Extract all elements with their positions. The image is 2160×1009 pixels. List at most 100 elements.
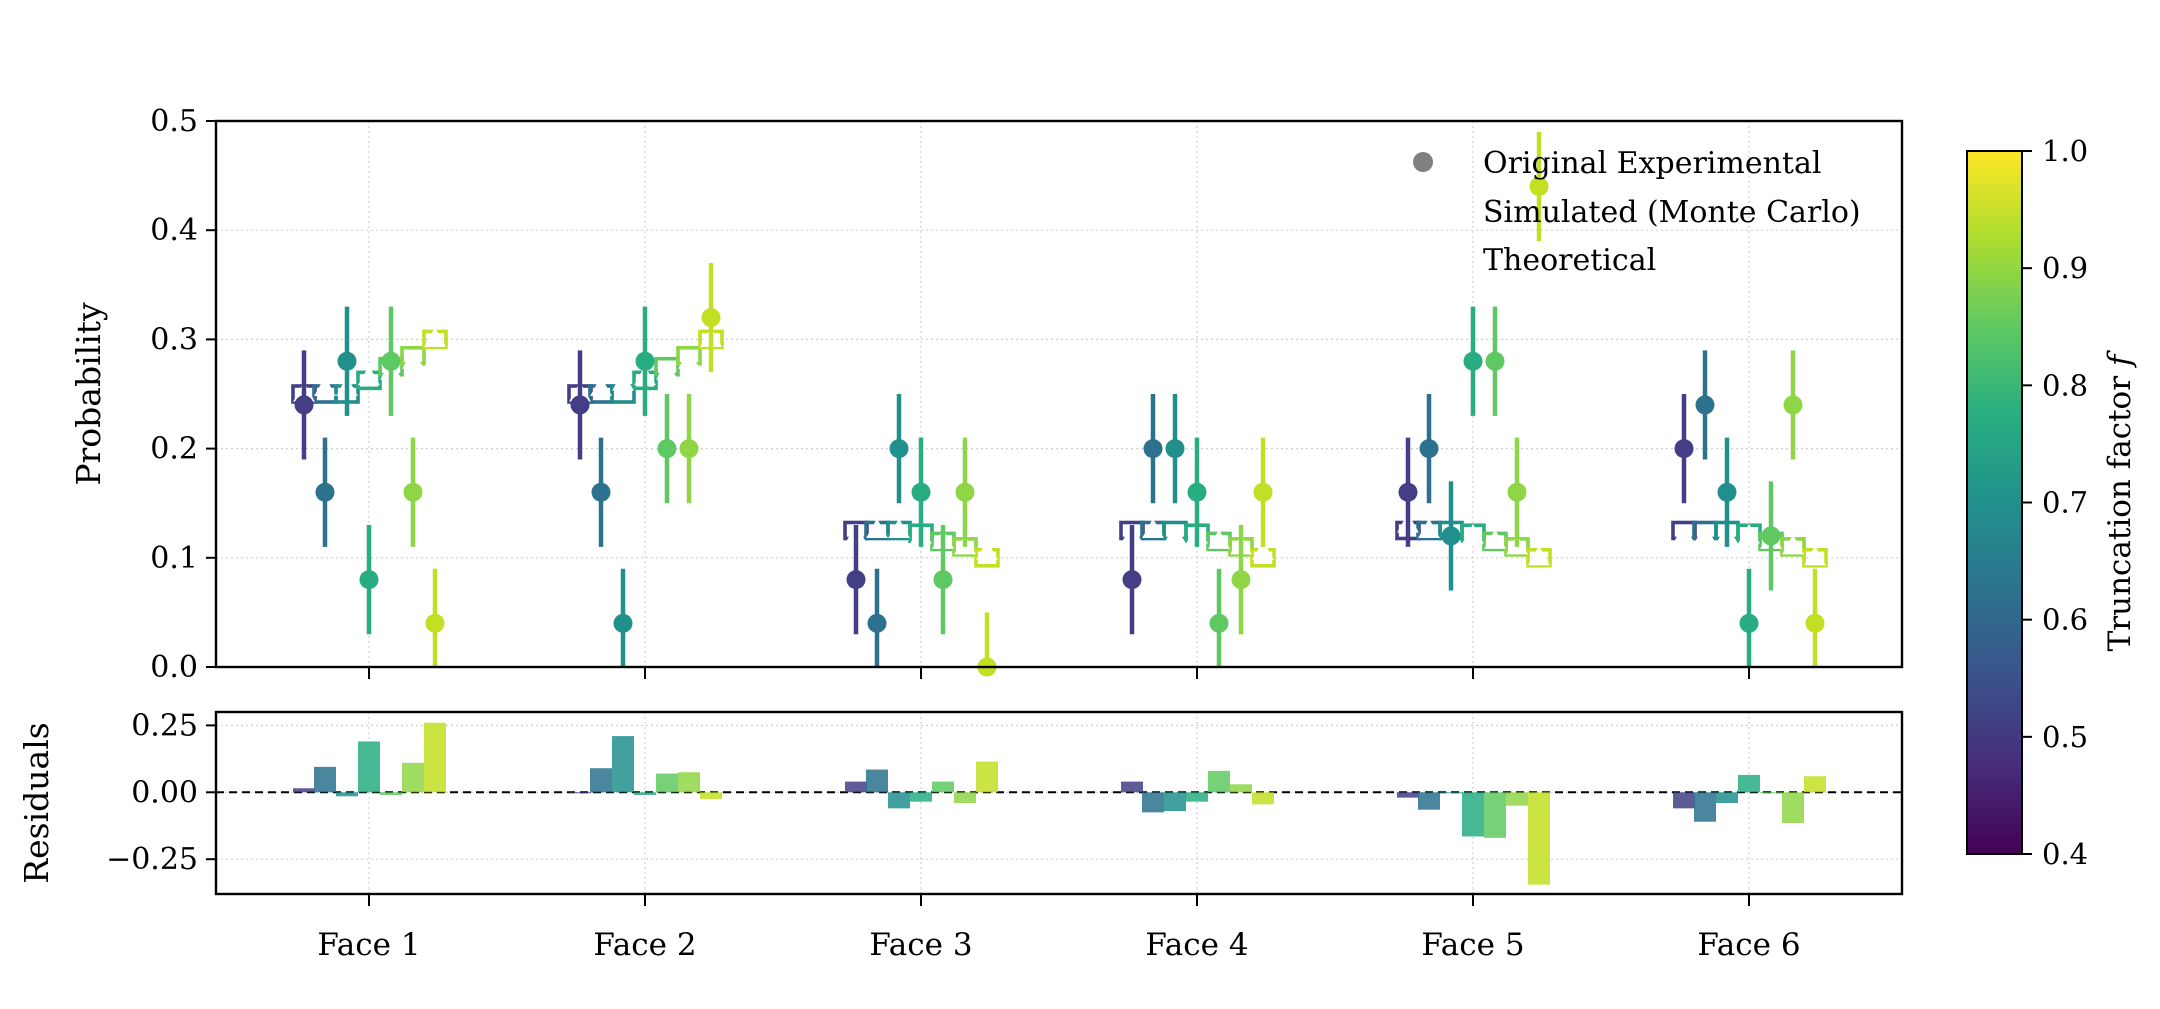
colorbar-label-symbol: f — [2102, 349, 2138, 368]
experimental-point — [403, 482, 423, 502]
residual-bar — [569, 792, 591, 794]
residual-bar — [634, 792, 656, 795]
experimental-point — [337, 351, 357, 371]
experimental-point — [1209, 613, 1229, 633]
residual-bar — [358, 741, 380, 793]
residual-bar — [1506, 792, 1528, 806]
legend-experimental-marker — [1413, 152, 1433, 172]
colorbar-tick-label: 0.8 — [2042, 368, 2088, 402]
experimental-point — [570, 395, 590, 415]
residual-bar — [314, 766, 336, 793]
experimental-point — [1419, 439, 1439, 459]
residual-bar — [866, 769, 888, 793]
category-label: Face 5 — [1421, 927, 1524, 963]
main-y-tick-label: 0.0 — [150, 650, 198, 685]
category-label: Face 4 — [1145, 927, 1248, 963]
category-label: Face 1 — [317, 927, 420, 963]
main-y-axis-label: Probability — [69, 302, 108, 486]
simulated-marker — [1252, 540, 1274, 560]
residual-bar — [1397, 792, 1419, 798]
experimental-point — [1441, 526, 1461, 546]
residual-bar — [402, 762, 424, 793]
residual-bar — [293, 788, 315, 793]
experimental-point — [911, 482, 931, 502]
residual-panel-grid — [216, 712, 1902, 894]
experimental-point — [1253, 482, 1273, 502]
simulated-marker — [590, 376, 612, 397]
experimental-point — [1165, 439, 1185, 459]
experimental-point — [955, 482, 975, 502]
residual-bar — [1142, 792, 1164, 813]
experimental-point — [679, 439, 699, 459]
colorbar-tick-label: 0.6 — [2042, 603, 2088, 637]
colorbar-tick-label: 1.0 — [2042, 134, 2088, 168]
experimental-point — [294, 395, 314, 415]
simulated-marker — [402, 349, 424, 369]
colorbar-label: Truncation factor f — [2102, 349, 2138, 651]
experimental-point — [1231, 570, 1251, 590]
legend-experimental-label: Original Experimental — [1483, 146, 1821, 181]
category-label: Face 3 — [869, 927, 972, 963]
experimental-point — [613, 613, 633, 633]
residual-panel-frame — [214, 710, 1904, 896]
colorbar-ticks: 0.4 0.5 0.6 0.7 0.8 0.9 1.0 — [2022, 134, 2088, 871]
experimental-point — [359, 570, 379, 590]
experimental-point — [1143, 439, 1163, 459]
legend: Original Experimental Simulated (Monte C… — [1413, 146, 1861, 278]
simulated-marker — [656, 360, 678, 380]
residual-bar — [1440, 792, 1462, 794]
category-label: Face 2 — [593, 927, 696, 963]
residual-bar — [1738, 774, 1760, 793]
colorbar-label-text: Truncation factor — [2102, 366, 2138, 651]
residual-bar — [1121, 781, 1143, 793]
residual-bar — [1716, 792, 1738, 803]
experimental-point — [591, 482, 611, 502]
experimental-point — [1695, 395, 1715, 415]
legend-theoretical-label: Theoretical — [1483, 243, 1656, 278]
colorbar: 0.4 0.5 0.6 0.7 0.8 0.9 1.0 Truncation factor … — [1966, 134, 2138, 871]
residual-bar — [1484, 792, 1506, 838]
experimental-point — [1674, 439, 1694, 459]
experimental-point — [1783, 395, 1803, 415]
residual-bar — [845, 781, 867, 793]
experimental-point — [1529, 177, 1549, 197]
residual-bar — [1782, 792, 1804, 824]
experimental-point — [1717, 482, 1737, 502]
residual-y-tick-label: 0.25 — [131, 708, 198, 743]
main-y-tick-label: 0.4 — [150, 213, 198, 248]
legend-simulated-label: Simulated (Monte Carlo) — [1483, 195, 1861, 230]
residual-bar — [888, 792, 910, 809]
colorbar-tick-label: 0.7 — [2042, 486, 2088, 520]
residual-bar — [1164, 792, 1186, 812]
residual-bar — [1760, 792, 1782, 794]
residual-bar — [590, 768, 612, 793]
residual-bar — [1418, 792, 1440, 810]
experimental-point — [889, 439, 909, 459]
simulated-marker — [866, 518, 888, 538]
simulated-marker — [1804, 545, 1826, 566]
simulated-marker — [1164, 523, 1186, 544]
experimental-point — [1507, 482, 1527, 502]
residual-bar — [976, 761, 998, 793]
simulated-marker — [1418, 518, 1440, 538]
residual-bar — [678, 772, 700, 793]
residual-bar — [424, 722, 446, 793]
experimental-point — [657, 439, 677, 459]
simulated-marker — [678, 349, 700, 369]
simulated-marker — [1208, 529, 1230, 549]
colorbar-tick-label: 0.9 — [2042, 251, 2088, 285]
experimental-point — [1463, 351, 1483, 371]
residual-bar — [612, 736, 634, 793]
residual-panel-marks — [216, 722, 1902, 885]
experimental-point — [1761, 526, 1781, 546]
experimental-point — [1739, 613, 1759, 633]
residual-bar — [1804, 776, 1826, 793]
simulated-marker — [612, 371, 634, 391]
experimental-point — [1187, 482, 1207, 502]
simulated-marker — [358, 365, 380, 386]
experimental-point — [1398, 482, 1418, 502]
residual-bar — [932, 781, 954, 793]
colorbar-tick-label: 0.5 — [2042, 720, 2088, 754]
